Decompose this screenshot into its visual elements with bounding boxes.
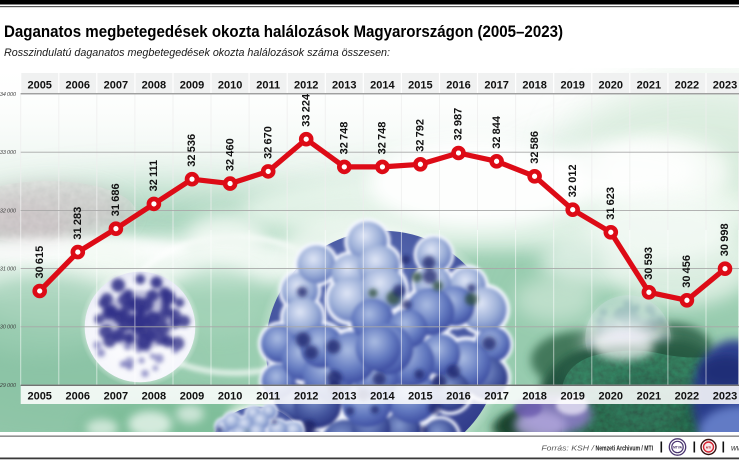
svg-text:2018: 2018	[522, 80, 546, 92]
svg-text:32 111: 32 111	[148, 160, 160, 192]
svg-text:2022: 2022	[675, 391, 699, 403]
svg-text:32 748: 32 748	[377, 122, 389, 155]
svg-text:2014: 2014	[370, 391, 395, 403]
svg-text:34 000: 34 000	[0, 92, 16, 98]
svg-text:2020: 2020	[599, 80, 623, 92]
svg-text:Rosszindulatú daganatos megbet: Rosszindulatú daganatos megbetegedések o…	[4, 47, 390, 59]
svg-text:2021: 2021	[637, 80, 661, 92]
svg-text:32 670: 32 670	[262, 126, 274, 159]
svg-text:2005: 2005	[27, 80, 51, 92]
svg-text:32 586: 32 586	[529, 131, 541, 164]
svg-text:31 686: 31 686	[110, 183, 122, 216]
svg-text:2016: 2016	[446, 391, 470, 403]
svg-text:2008: 2008	[142, 80, 166, 92]
svg-text:2006: 2006	[66, 391, 90, 403]
svg-text:30 615: 30 615	[34, 246, 46, 279]
svg-text:Forrás: KSH /: Forrás: KSH /	[541, 444, 595, 453]
svg-text:32 012: 32 012	[567, 164, 579, 197]
svg-text:2005: 2005	[27, 391, 51, 403]
svg-text:2019: 2019	[560, 391, 584, 403]
svg-text:2015: 2015	[408, 391, 432, 403]
svg-text:2009: 2009	[180, 391, 204, 403]
svg-text:31 000: 31 000	[0, 267, 16, 273]
svg-text:32 844: 32 844	[491, 115, 503, 149]
svg-text:30 998: 30 998	[719, 223, 731, 256]
svg-text:2012: 2012	[294, 391, 318, 403]
svg-text:29 000: 29 000	[0, 383, 16, 389]
svg-text:2023: 2023	[713, 391, 737, 403]
svg-text:30 000: 30 000	[0, 325, 16, 331]
svg-text:2012: 2012	[294, 80, 318, 92]
svg-text:2013: 2013	[332, 80, 356, 92]
svg-text:32 792: 32 792	[415, 119, 427, 152]
svg-text:2007: 2007	[104, 80, 128, 92]
svg-text:2021: 2021	[637, 391, 661, 403]
svg-text:2022: 2022	[675, 80, 699, 92]
svg-text:2019: 2019	[560, 80, 584, 92]
svg-text:33 000: 33 000	[0, 150, 16, 156]
svg-text:2017: 2017	[484, 80, 508, 92]
svg-text:2013: 2013	[332, 391, 356, 403]
svg-text:2016: 2016	[446, 80, 470, 92]
svg-text:MTVA: MTVA	[673, 445, 682, 449]
svg-text:32 987: 32 987	[453, 108, 465, 141]
svg-text:31 623: 31 623	[605, 187, 617, 220]
svg-text:32 748: 32 748	[339, 122, 351, 155]
svg-text:MTI: MTI	[706, 445, 711, 449]
svg-text:2010: 2010	[218, 391, 242, 403]
svg-text:31 283: 31 283	[72, 207, 84, 240]
svg-text:2014: 2014	[370, 80, 395, 92]
svg-text:2006: 2006	[66, 80, 90, 92]
svg-text:32 460: 32 460	[224, 138, 236, 171]
svg-text:2015: 2015	[408, 80, 432, 92]
svg-text:2008: 2008	[142, 391, 166, 403]
svg-text:2020: 2020	[599, 391, 623, 403]
svg-text:2023: 2023	[713, 80, 737, 92]
svg-text:32 000: 32 000	[0, 208, 16, 214]
svg-text:2011: 2011	[256, 80, 280, 92]
svg-text:Daganatos megbetegedések okozt: Daganatos megbetegedések okozta halálozá…	[4, 22, 563, 41]
svg-text:33 224: 33 224	[300, 93, 312, 127]
svg-text:2017: 2017	[484, 391, 508, 403]
svg-text:30 593: 30 593	[643, 247, 655, 280]
svg-text:2011: 2011	[256, 391, 280, 403]
svg-text:30 456: 30 456	[681, 255, 693, 288]
svg-text:2007: 2007	[104, 391, 128, 403]
svg-text:Nemzeti Archivum / MTI: Nemzeti Archivum / MTI	[596, 444, 654, 453]
svg-text:ww: ww	[731, 444, 739, 453]
svg-text:2009: 2009	[180, 80, 204, 92]
svg-text:32 536: 32 536	[186, 134, 198, 167]
svg-text:2018: 2018	[522, 391, 546, 403]
svg-text:2010: 2010	[218, 80, 242, 92]
